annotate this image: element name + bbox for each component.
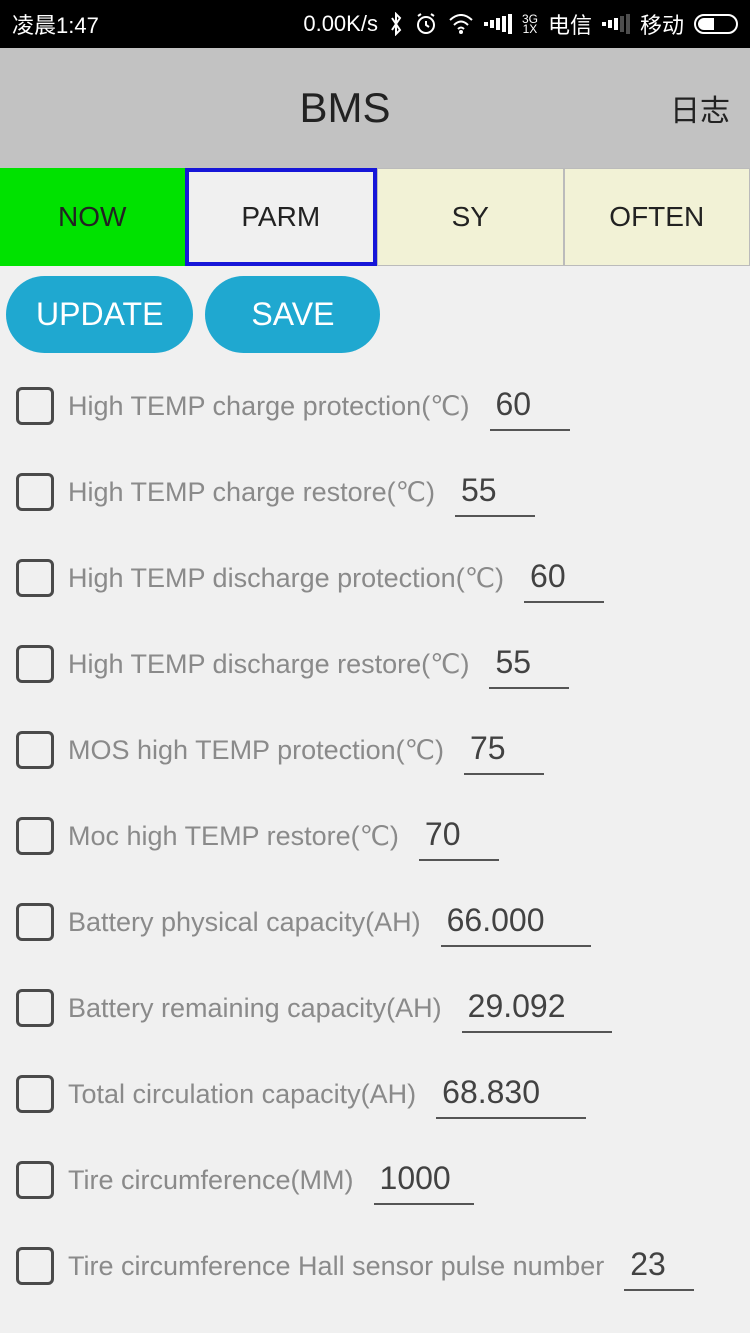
bluetooth-icon <box>388 12 404 36</box>
param-checkbox[interactable] <box>16 903 54 941</box>
tab-often[interactable]: OFTEN <box>564 168 750 266</box>
param-value-input[interactable] <box>441 898 591 947</box>
param-label: Tire circumference Hall sensor pulse num… <box>68 1251 604 1282</box>
param-label: Total circulation capacity(AH) <box>68 1079 416 1110</box>
param-label: MOS high TEMP protection(℃) <box>68 735 444 766</box>
param-checkbox[interactable] <box>16 387 54 425</box>
param-row: High TEMP discharge restore(℃) <box>0 621 750 707</box>
param-checkbox[interactable] <box>16 1075 54 1113</box>
save-button[interactable]: SAVE <box>205 276 380 353</box>
network-type: 3G1X <box>522 14 538 34</box>
action-row: UPDATE SAVE <box>0 266 750 363</box>
carrier-2: 移动 <box>640 8 684 40</box>
param-checkbox[interactable] <box>16 559 54 597</box>
param-list[interactable]: High TEMP charge protection(℃) High TEMP … <box>0 363 750 1309</box>
param-value-input[interactable] <box>489 640 569 689</box>
param-row: Tire circumference Hall sensor pulse num… <box>0 1223 750 1309</box>
param-checkbox[interactable] <box>16 731 54 769</box>
param-value-input[interactable] <box>462 984 612 1033</box>
param-row: Battery remaining capacity(AH) <box>0 965 750 1051</box>
log-button[interactable]: 日志 <box>670 86 730 130</box>
param-row: High TEMP discharge protection(℃) <box>0 535 750 621</box>
param-row: Battery physical capacity(AH) <box>0 879 750 965</box>
tab-sy[interactable]: SY <box>377 168 564 266</box>
app-title: BMS <box>0 84 750 132</box>
status-bar: 凌晨1:47 0.00K/s 3G1X 电信 移动 <box>0 0 750 48</box>
param-label: Moc high TEMP restore(℃) <box>68 821 399 852</box>
param-value-input[interactable] <box>524 554 604 603</box>
param-value-input[interactable] <box>436 1070 586 1119</box>
title-bar: BMS 日志 <box>0 48 750 168</box>
param-label: High TEMP discharge protection(℃) <box>68 563 504 594</box>
param-row: MOS high TEMP protection(℃) <box>0 707 750 793</box>
param-label: High TEMP charge restore(℃) <box>68 477 435 508</box>
param-value-input[interactable] <box>374 1156 474 1205</box>
param-row: High TEMP charge restore(℃) <box>0 449 750 535</box>
param-row: High TEMP charge protection(℃) <box>0 363 750 449</box>
param-value-input[interactable] <box>464 726 544 775</box>
tab-parm[interactable]: PARM <box>185 168 378 266</box>
param-row: Tire circumference(MM) <box>0 1137 750 1223</box>
update-button[interactable]: UPDATE <box>6 276 193 353</box>
wifi-icon <box>448 14 474 34</box>
param-value-input[interactable] <box>455 468 535 517</box>
network-speed: 0.00K/s <box>303 11 378 37</box>
param-label: Battery remaining capacity(AH) <box>68 993 442 1024</box>
param-label: Battery physical capacity(AH) <box>68 907 421 938</box>
param-label: High TEMP charge protection(℃) <box>68 391 470 422</box>
param-value-input[interactable] <box>419 812 499 861</box>
status-right: 0.00K/s 3G1X 电信 移动 <box>99 8 738 40</box>
tab-now[interactable]: NOW <box>0 168 185 266</box>
param-checkbox[interactable] <box>16 989 54 1027</box>
param-row: Total circulation capacity(AH) <box>0 1051 750 1137</box>
param-label: High TEMP discharge restore(℃) <box>68 649 469 680</box>
battery-icon <box>694 14 738 34</box>
alarm-icon <box>414 12 438 36</box>
param-value-input[interactable] <box>624 1242 694 1291</box>
param-label: Tire circumference(MM) <box>68 1165 354 1196</box>
tab-bar: NOW PARM SY OFTEN <box>0 168 750 266</box>
signal-icon-1 <box>484 14 512 34</box>
signal-icon-2 <box>602 14 630 34</box>
param-value-input[interactable] <box>490 382 570 431</box>
status-time: 凌晨1:47 <box>12 8 99 40</box>
param-checkbox[interactable] <box>16 1247 54 1285</box>
param-checkbox[interactable] <box>16 817 54 855</box>
carrier-1: 电信 <box>548 8 592 40</box>
param-checkbox[interactable] <box>16 473 54 511</box>
param-row: Moc high TEMP restore(℃) <box>0 793 750 879</box>
param-checkbox[interactable] <box>16 645 54 683</box>
param-checkbox[interactable] <box>16 1161 54 1199</box>
